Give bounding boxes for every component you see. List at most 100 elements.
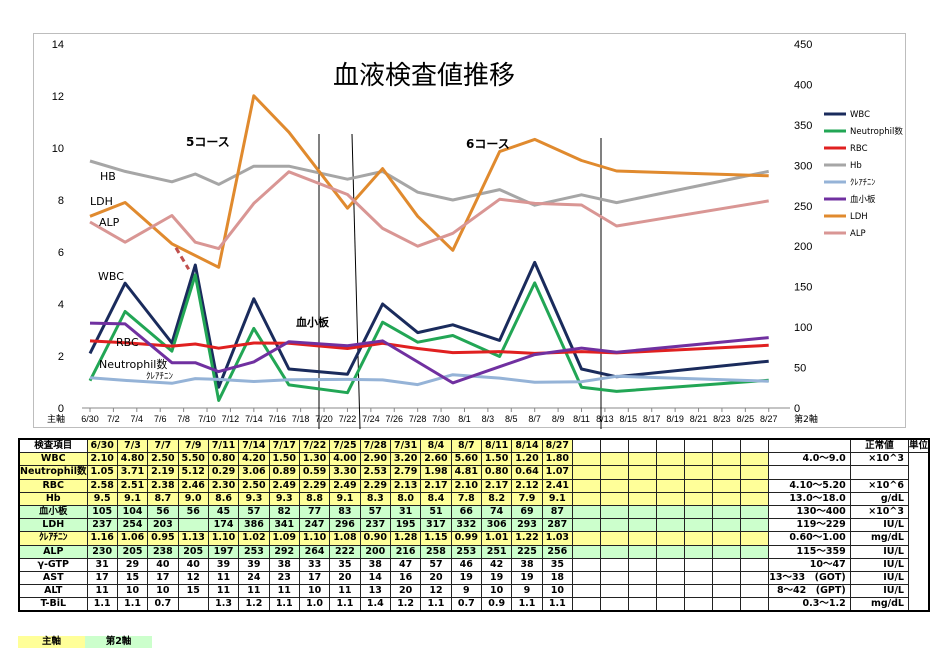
- value-cell: [656, 504, 686, 520]
- primary-axis-label: 主軸: [47, 413, 65, 425]
- series-line-Hb: [89, 159, 770, 207]
- column-header: 6/30: [86, 438, 118, 454]
- unit-cell: IU/L: [849, 544, 909, 559]
- value-cell: 2.10: [86, 452, 118, 467]
- value-cell: 42: [480, 557, 513, 572]
- value-cell: 12: [420, 584, 452, 599]
- value-cell: 2.50: [238, 478, 270, 493]
- chart-annotation: ALP: [99, 216, 120, 229]
- x-tick-label: 7/2: [107, 414, 120, 424]
- column-header: 8/14: [511, 438, 543, 454]
- value-cell: 11: [238, 584, 270, 599]
- value-cell: 1.09: [268, 531, 300, 546]
- y-tick-label: 0: [58, 403, 64, 415]
- value-cell: [656, 570, 686, 586]
- column-header: [628, 438, 658, 454]
- value-cell: [628, 504, 658, 520]
- value-cell: [684, 570, 714, 586]
- value-cell: 3.20: [389, 452, 422, 467]
- value-cell: 14: [359, 570, 391, 586]
- normal-range-cell: 130～400: [768, 504, 851, 520]
- value-cell: [656, 478, 686, 493]
- value-cell: [177, 518, 209, 533]
- value-cell: [571, 570, 602, 586]
- value-cell: 16: [389, 570, 422, 586]
- value-cell: 195: [389, 518, 422, 533]
- value-cell: 5.12: [177, 465, 209, 480]
- value-cell: 9.1: [329, 491, 361, 506]
- test-name-cell: Neutrophil数: [18, 465, 88, 480]
- value-cell: [600, 544, 630, 559]
- unit-cell: ×10^3: [849, 452, 909, 467]
- value-cell: [600, 452, 630, 467]
- value-cell: [656, 544, 686, 559]
- value-cell: 0.59: [298, 465, 331, 480]
- value-cell: 386: [238, 518, 270, 533]
- value-cell: [712, 570, 742, 586]
- value-cell: 1.16: [86, 531, 118, 546]
- y2-tick-label: 200: [794, 241, 812, 253]
- y-tick-label: 2: [58, 351, 64, 363]
- x-tick-label: 8/27: [760, 414, 778, 424]
- value-cell: [656, 597, 686, 612]
- column-header: 8/11: [480, 438, 513, 454]
- chart-annotation: 5コース: [186, 135, 230, 149]
- value-cell: [684, 504, 714, 520]
- value-cell: [712, 504, 742, 520]
- value-cell: 2.79: [389, 465, 422, 480]
- value-cell: 51: [420, 504, 452, 520]
- value-cell: 2.90: [359, 452, 391, 467]
- main-axis-key: 主軸: [18, 636, 85, 648]
- x-tick-label: 8/19: [666, 414, 684, 424]
- column-header: 7/3: [116, 438, 149, 454]
- value-cell: 1.4: [359, 597, 391, 612]
- value-cell: 9: [450, 584, 482, 599]
- value-cell: [628, 557, 658, 572]
- value-cell: 10: [147, 584, 179, 599]
- value-cell: 38: [511, 557, 543, 572]
- value-cell: [740, 531, 770, 546]
- value-cell: [712, 478, 742, 493]
- value-cell: [571, 544, 602, 559]
- value-cell: 1.28: [389, 531, 422, 546]
- value-cell: [600, 465, 630, 480]
- value-cell: 10: [541, 584, 574, 599]
- chart-annotation: LDH: [90, 195, 113, 208]
- column-header: 単位: [907, 438, 930, 454]
- value-cell: 4.81: [450, 465, 482, 480]
- value-cell: 11: [207, 584, 240, 599]
- y-tick-label: 8: [58, 195, 64, 207]
- y2-tick-label: 450: [794, 39, 812, 51]
- value-cell: 216: [389, 544, 422, 559]
- value-cell: [684, 465, 714, 480]
- value-cell: [571, 557, 602, 572]
- unit-cell: IU/L: [849, 518, 909, 533]
- x-tick-label: 7/28: [409, 414, 427, 424]
- value-cell: 39: [207, 557, 240, 572]
- y-tick-label: 10: [52, 143, 64, 155]
- normal-range-cell: 10～47: [768, 557, 851, 572]
- value-cell: [571, 478, 602, 493]
- column-header: 7/9: [177, 438, 209, 454]
- value-cell: 251: [480, 544, 513, 559]
- value-cell: 0.9: [480, 597, 513, 612]
- value-cell: 3.71: [116, 465, 149, 480]
- value-cell: 5.50: [177, 452, 209, 467]
- test-name-cell: ALP: [18, 544, 88, 559]
- value-cell: 2.17: [420, 478, 452, 493]
- x-tick-label: 8/5: [505, 414, 518, 424]
- value-cell: 1.06: [116, 531, 149, 546]
- column-header: [740, 438, 770, 454]
- value-cell: 3.06: [238, 465, 270, 480]
- value-cell: 9.0: [177, 491, 209, 506]
- value-cell: 2.30: [207, 478, 240, 493]
- table-row: Neutrophil数 1.05 3.71 2.19 5.12 0.29 3.06 0.89 0…: [18, 465, 929, 480]
- value-cell: 238: [147, 544, 179, 559]
- value-cell: 2.38: [147, 478, 179, 493]
- series-line-血小板: [89, 321, 769, 385]
- value-cell: 2.29: [298, 478, 331, 493]
- value-cell: [740, 570, 770, 586]
- value-cell: 18: [541, 570, 574, 586]
- table-row: WBC 2.10 4.80 2.50 5.50 0.80 4.20 1.50 1.30 4.00 2…: [18, 452, 929, 467]
- value-cell: [656, 452, 686, 467]
